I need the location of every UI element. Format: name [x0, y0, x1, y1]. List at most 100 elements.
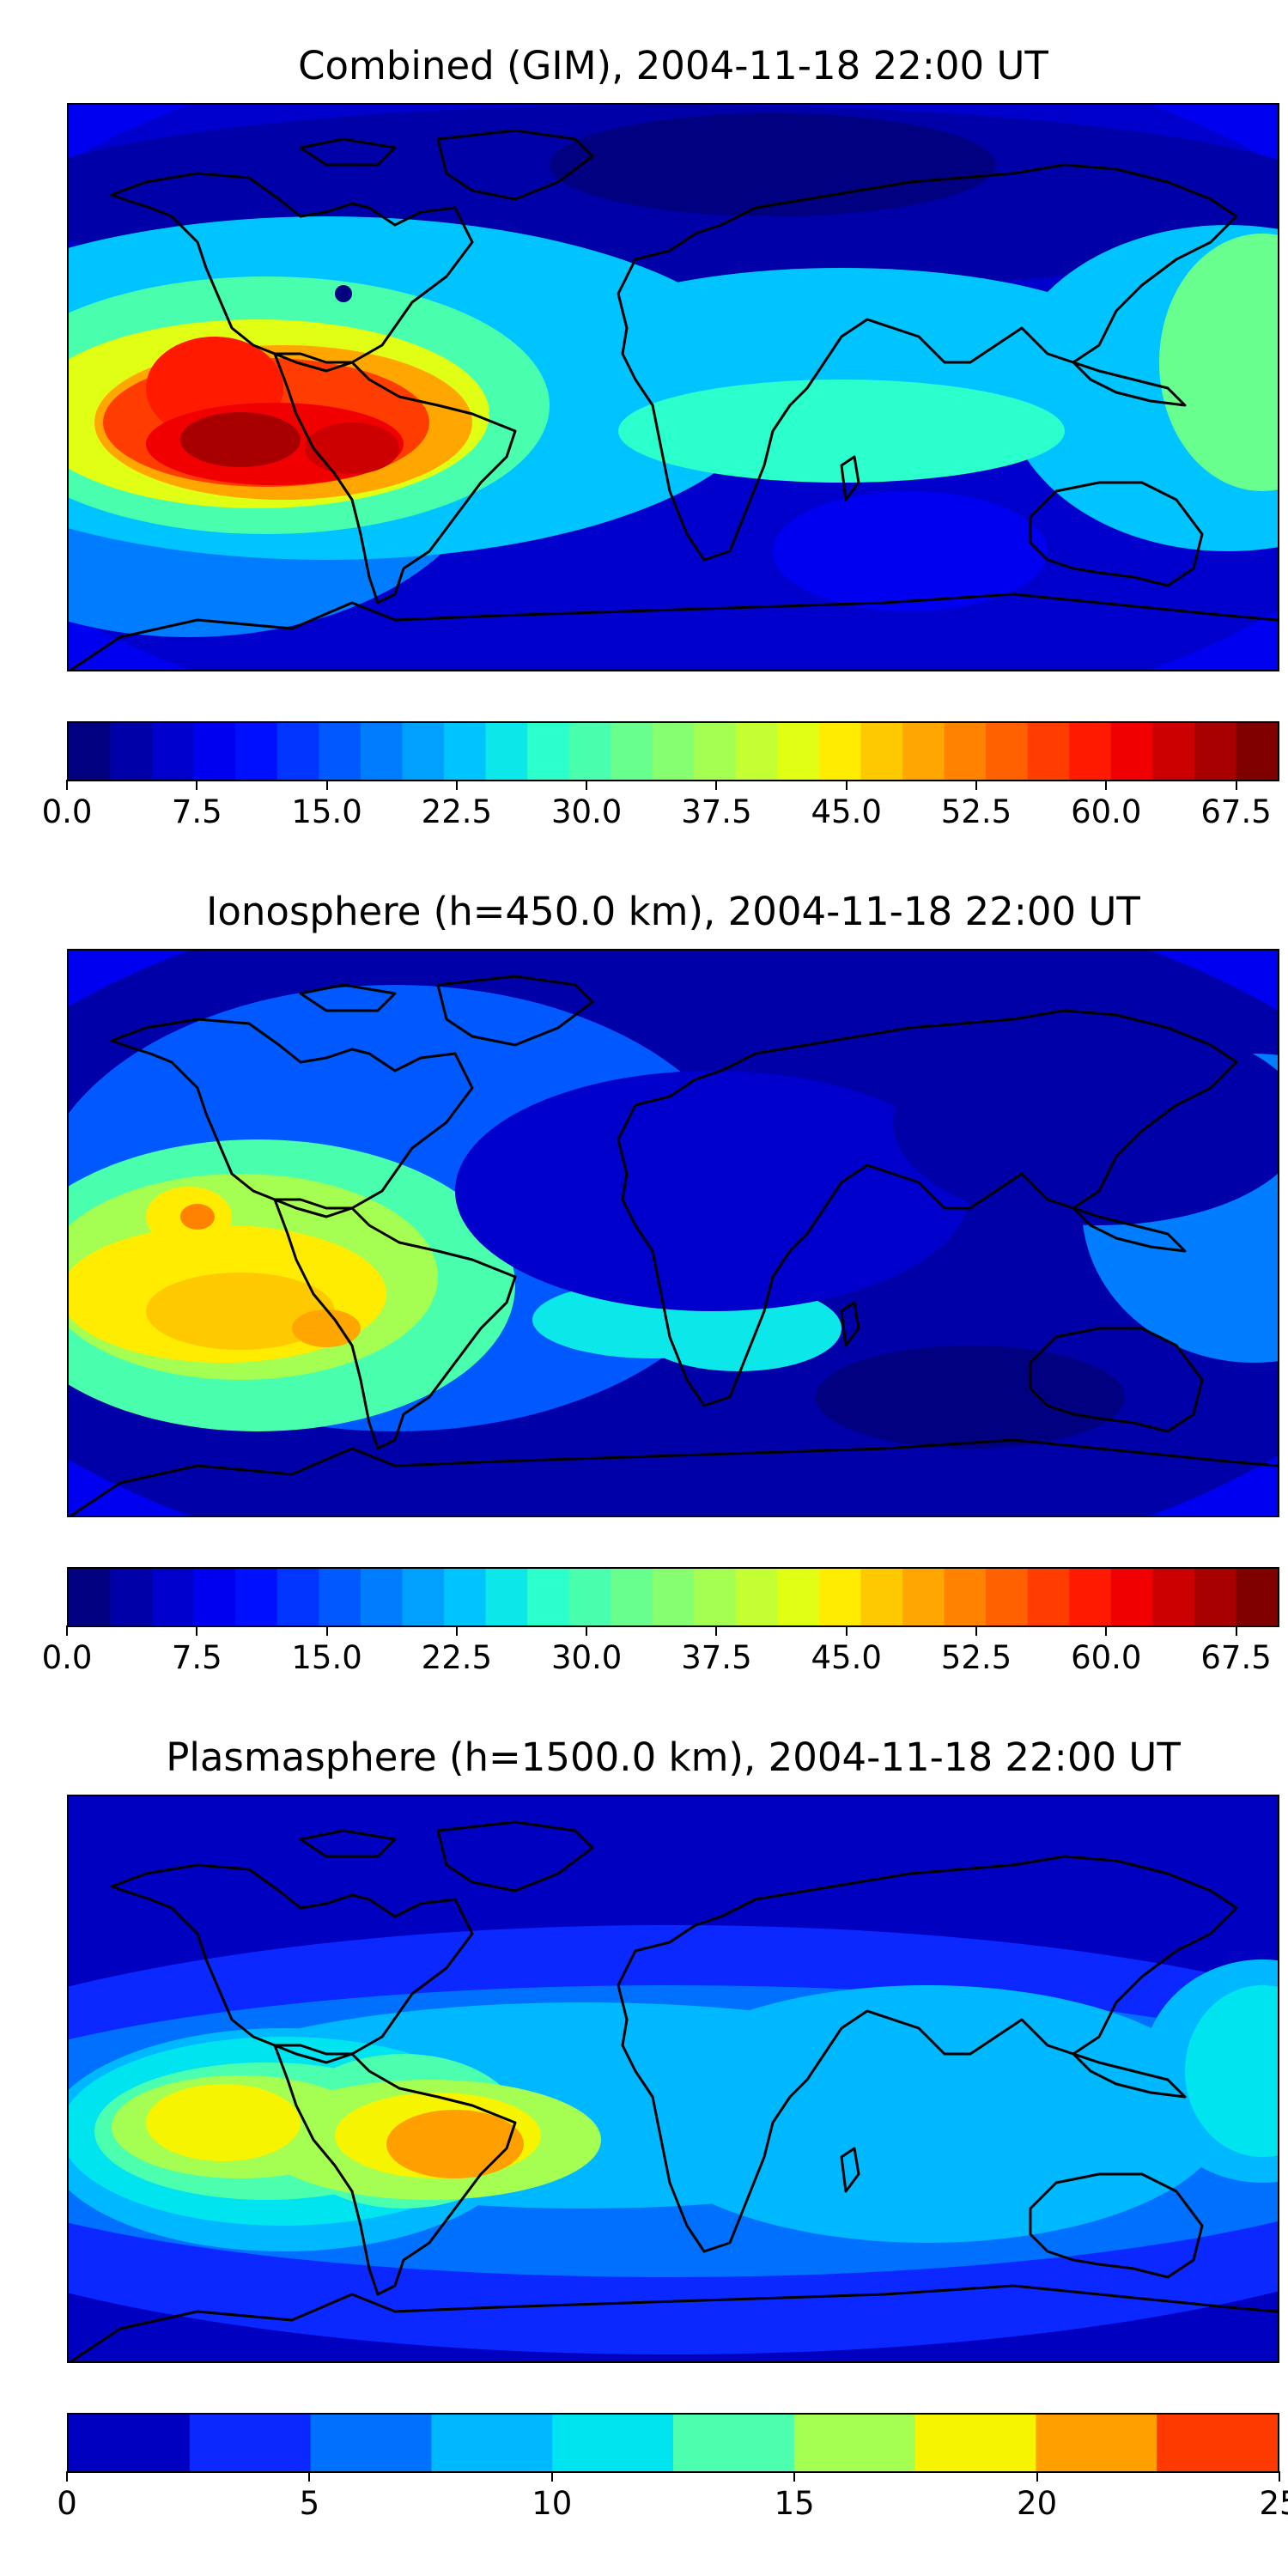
colorbar-swatch [1027, 1569, 1070, 1625]
colorbar-swatch [360, 723, 404, 780]
colorbar-tick-label: 0 [57, 2485, 77, 2522]
colorbar-tick [1105, 1625, 1108, 1636]
colorbar-swatch [673, 2415, 795, 2471]
colorbar-ticks-plasmasphere: 0 5 10 15 20 25 [57, 2471, 1288, 2523]
colorbar-tick [455, 780, 458, 790]
colorbar-plasmasphere [67, 2413, 1279, 2473]
contour-region [550, 113, 996, 216]
colorbar-swatch [818, 723, 862, 780]
colorbar-swatch [402, 723, 445, 780]
colorbar-swatch [1069, 723, 1112, 780]
colorbar-swatch [914, 2415, 1036, 2471]
colorbar-tick [1279, 2471, 1280, 2482]
colorbar-swatch [1194, 1569, 1237, 1625]
colorbar-swatch [527, 1569, 570, 1625]
contour-region [335, 285, 352, 302]
colorbar-swatch [485, 1569, 528, 1625]
colorbar-swatch [1152, 1569, 1195, 1625]
colorbar-tick [845, 1625, 848, 1636]
colorbar-tick-label: 60.0 [1071, 793, 1142, 830]
colorbar-swatch [611, 723, 653, 780]
coastline [299, 983, 397, 1012]
colorbar-swatch [735, 1569, 778, 1625]
colorbar-tick [1105, 780, 1108, 790]
coastlines [69, 1820, 1278, 2361]
colorbar-tick-label: 30.0 [550, 793, 623, 830]
map-plasmasphere [67, 1795, 1279, 2363]
colorbar-tick [715, 780, 718, 790]
colorbar-swatch [69, 2415, 191, 2471]
colorbar-tick-label: 25 [1259, 2485, 1288, 2522]
coastline [299, 137, 397, 167]
colorbar-tick [550, 2471, 553, 2482]
coastline [617, 1855, 1238, 2253]
contour-region [618, 380, 1065, 483]
tec-contour-map-ionosphere [69, 951, 1278, 1516]
colorbar-combined [67, 721, 1279, 781]
colorbar-swatch [1152, 723, 1195, 780]
colorbar-swatch [1236, 723, 1278, 780]
colorbar-swatch [694, 723, 737, 780]
colorbar-tick-label: 52.5 [940, 793, 1012, 830]
colorbar-swatch [860, 723, 903, 780]
colorbar-tick-label: 67.5 [1200, 1639, 1272, 1676]
colorbar-swatch [552, 2415, 674, 2471]
colorbar-tick-label: 52.5 [940, 1639, 1012, 1676]
colorbar-tick [66, 780, 68, 790]
colorbar-swatch [944, 1569, 987, 1625]
colorbar-tick-label: 0.0 [41, 1639, 93, 1676]
colorbar-swatch [611, 1569, 653, 1625]
colorbar-swatch [944, 723, 987, 780]
colorbar-tick-label: 45.0 [811, 793, 882, 830]
colorbar-swatch [735, 723, 778, 780]
contour-region [180, 412, 301, 467]
colorbar-tick-label: 45.0 [811, 1639, 882, 1676]
coastline [69, 1438, 1278, 1516]
map-combined [67, 103, 1279, 671]
contour-region [455, 1071, 970, 1311]
contour-region [305, 422, 399, 474]
contour-region [893, 1019, 1278, 1225]
colorbar-tick-label: 22.5 [421, 793, 493, 830]
colorbar-swatch [276, 1569, 319, 1625]
colorbar-ticks-combined: 0.0 7.5 15.0 22.5 30.0 37.5 45.0 52.5 60.0 67.5 [42, 780, 1279, 831]
colorbar-swatch [443, 1569, 487, 1625]
colorbar-swatch [986, 1569, 1029, 1625]
coastline [617, 163, 1238, 562]
contour-region [146, 2084, 301, 2161]
colorbar-tick-label: 15.0 [291, 793, 362, 830]
colorbar-swatch [1036, 2415, 1157, 2471]
colorbar-tick [793, 2471, 796, 2482]
colorbar-swatch [152, 1569, 195, 1625]
colorbar-tick-label: 7.5 [171, 793, 222, 830]
coastline [840, 2147, 860, 2193]
colorbar-swatch [319, 723, 361, 780]
panel-title-ionosphere: Ionosphere (h=450.0 km), 2004-11-18 22:0… [206, 889, 1140, 934]
colorbar-swatch [777, 1569, 820, 1625]
colorbar-swatch [568, 1569, 611, 1625]
contour-region [816, 1346, 1125, 1449]
contour-region [292, 1309, 361, 1347]
colorbar-tick [1235, 1625, 1237, 1636]
colorbar-tick [66, 1625, 68, 1636]
coastline [69, 2284, 1278, 2361]
coastline [69, 592, 1278, 670]
colorbar-swatch [694, 1569, 737, 1625]
coastline [1072, 2052, 1187, 2099]
coastline [840, 1301, 860, 1347]
colorbar-tick [715, 1625, 718, 1636]
colorbar-tick-label: 20 [1017, 2485, 1058, 2522]
coastline [436, 129, 594, 201]
colorbar-tick-label: 15 [774, 2485, 815, 2522]
colorbar-tick [845, 780, 848, 790]
colorbar-swatch [152, 723, 195, 780]
colorbar-swatch [310, 2415, 432, 2471]
colorbar-swatch [360, 1569, 404, 1625]
coastline [1029, 2172, 1204, 2279]
coastline [273, 352, 517, 605]
colorbar-tick-label: 10 [532, 2485, 573, 2522]
colorbar-swatch [319, 1569, 361, 1625]
colorbar-tick [196, 1625, 198, 1636]
colorbar-swatch [793, 2415, 916, 2471]
colorbar-swatch [1110, 1569, 1153, 1625]
